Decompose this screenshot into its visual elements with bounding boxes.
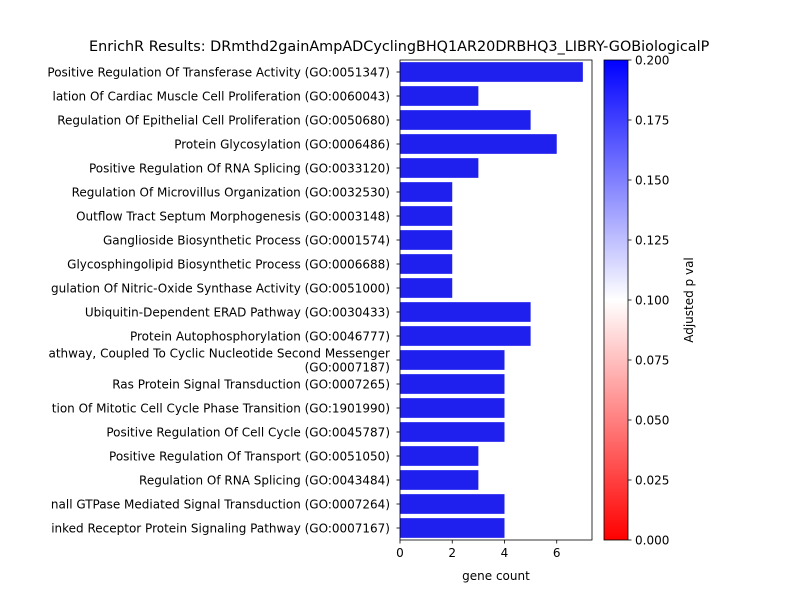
bar — [400, 110, 531, 130]
bar — [400, 134, 557, 154]
bar — [400, 206, 453, 226]
y-tick-label: nall GTPase Mediated Signal Transduction… — [51, 497, 390, 511]
colorbar-tick-label: 0.100 — [635, 293, 669, 307]
y-tick-label: Regulation Of Microvillus Organization (… — [72, 185, 390, 199]
x-tick-label: 2 — [448, 546, 456, 560]
colorbar-tick-label: 0.150 — [635, 173, 669, 187]
y-tick-label: Ganglioside Biosynthetic Process (GO:000… — [103, 233, 390, 247]
bar — [400, 182, 453, 202]
colorbar-tick-label: 0.200 — [635, 53, 669, 67]
bar — [400, 254, 453, 274]
colorbar-tick-label: 0.000 — [635, 533, 669, 547]
bar — [400, 302, 531, 322]
y-tick-label: Protein Glycosylation (GO:0006486) — [174, 137, 390, 151]
bar — [400, 326, 531, 346]
bar — [400, 518, 505, 538]
colorbar-label: Adjusted p val — [682, 257, 696, 343]
bar — [400, 398, 505, 418]
y-tick-label: Regulation Of RNA Splicing (GO:0043484) — [139, 473, 390, 487]
y-tick-label: Regulation Of Epithelial Cell Proliferat… — [57, 113, 390, 127]
x-axis-label: gene count — [462, 569, 530, 583]
colorbar — [603, 59, 629, 541]
bar — [400, 470, 479, 490]
y-tick-label: athway, Coupled To Cyclic Nucleotide Sec… — [49, 347, 391, 375]
bar — [400, 374, 505, 394]
colorbar-tick-label: 0.050 — [635, 413, 669, 427]
y-tick-label: lation Of Cardiac Muscle Cell Proliferat… — [52, 89, 390, 103]
x-tick-label: 4 — [501, 546, 509, 560]
y-tick-label: Ubiquitin-Dependent ERAD Pathway (GO:003… — [85, 305, 390, 319]
y-tick-label: tion Of Mitotic Cell Cycle Phase Transit… — [52, 401, 390, 415]
y-tick-label: gulation Of Nitric-Oxide Synthase Activi… — [51, 281, 390, 295]
bar — [400, 86, 479, 106]
bars-group — [400, 62, 583, 538]
bar — [400, 62, 583, 82]
y-tick-label: Protein Autophosphorylation (GO:0046777) — [130, 329, 390, 343]
chart-title: EnrichR Results: DRmthd2gainAmpADCycling… — [89, 39, 710, 55]
y-tick-label: Positive Regulation Of Cell Cycle (GO:00… — [106, 425, 390, 439]
bar — [400, 350, 505, 370]
bar — [400, 158, 479, 178]
colorbar-tick-label: 0.125 — [635, 233, 669, 247]
bar — [400, 422, 505, 442]
bar — [400, 446, 479, 466]
colorbar-ticks: 0.000 0.025 0.050 0.075 0.100 0.125 0.150 0.175… — [628, 53, 669, 547]
y-tick-label: Outflow Tract Septum Morphogenesis (GO:0… — [76, 209, 390, 223]
bar — [400, 494, 505, 514]
plot-frame — [399, 59, 593, 541]
y-tick-label: Ras Protein Signal Transduction (GO:0007… — [112, 377, 390, 391]
x-axis-ticks: 0 2 4 6 — [396, 540, 561, 560]
x-tick-label: 0 — [396, 546, 404, 560]
y-tick-label: inked Receptor Protein Signaling Pathway… — [51, 521, 390, 535]
y-tick-labels: Positive Regulation Of Transferase Activ… — [47, 65, 400, 535]
y-tick-label: Glycosphingolipid Biosynthetic Process (… — [67, 257, 390, 271]
bar — [400, 230, 453, 250]
y-tick-label: Positive Regulation Of Transferase Activ… — [47, 65, 390, 79]
colorbar-tick-label: 0.075 — [635, 353, 669, 367]
y-tick-label: Positive Regulation Of Transport (GO:005… — [109, 449, 390, 463]
colorbar-tick-label: 0.025 — [635, 473, 669, 487]
y-tick-label: Positive Regulation Of RNA Splicing (GO:… — [89, 161, 390, 175]
x-tick-label: 6 — [553, 546, 561, 560]
bar — [400, 278, 453, 298]
colorbar-tick-label: 0.175 — [635, 113, 669, 127]
